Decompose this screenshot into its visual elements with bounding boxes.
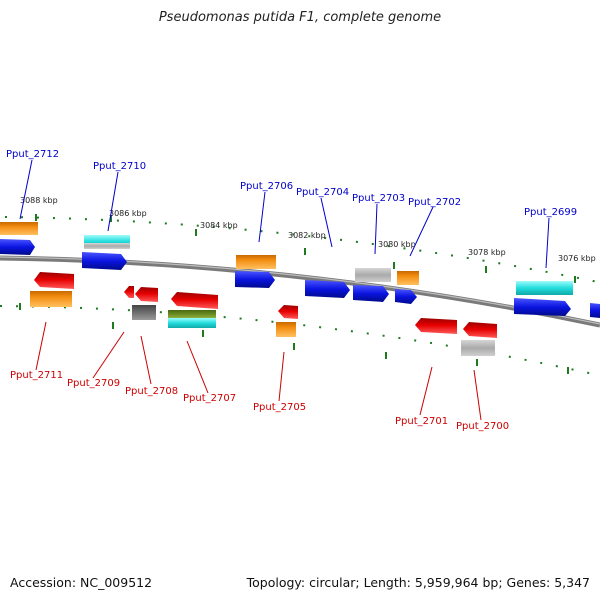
gene-label-pput-2704[interactable]: Pput_2704 [296, 187, 349, 198]
feature-red-arrow[interactable] [171, 292, 218, 309]
ruler-label-3088: 3088 kbp [20, 196, 58, 205]
ruler-reverse-dots [0, 305, 599, 376]
ruler-label-3082: 3082 kbp [288, 231, 326, 240]
gene-label-pput-2709[interactable]: Pput_2709 [67, 378, 120, 389]
gene-label-pput-2707[interactable]: Pput_2707 [183, 393, 236, 404]
feature-orange[interactable] [397, 271, 419, 285]
feature-orange[interactable] [276, 322, 296, 337]
feature-olive[interactable] [168, 310, 216, 319]
feature-cyan[interactable] [516, 281, 573, 295]
gene-label-pput-2712[interactable]: Pput_2712 [6, 149, 59, 160]
topology-summary: Topology: circular; Length: 5,959,964 bp… [246, 575, 590, 590]
gene-label-pput-2705[interactable]: Pput_2705 [253, 402, 306, 413]
feature-blue-arrow[interactable] [235, 271, 275, 288]
ruler-reverse-major-ticks [19, 303, 569, 374]
gene-label-pput-2702[interactable]: Pput_2702 [408, 197, 461, 208]
ruler-label-3080: 3080 kbp [378, 240, 416, 249]
feature-blue-arrow[interactable] [353, 285, 389, 302]
feature-red-arrow[interactable] [463, 322, 497, 338]
feature-red-arrow[interactable] [34, 272, 74, 289]
reverse-gene-labels: Pput_2711 Pput_2709 Pput_2708 Pput_2707 … [10, 370, 509, 432]
feature-gray[interactable] [355, 268, 391, 282]
gene-label-pput-2711[interactable]: Pput_2711 [10, 370, 63, 381]
feature-blue-arrow[interactable] [395, 289, 417, 304]
gene-label-pput-2699[interactable]: Pput_2699 [524, 207, 577, 218]
feature-blue-arrow[interactable] [590, 303, 600, 318]
ruler-forward-dots [4, 216, 599, 283]
feature-orange[interactable] [0, 222, 38, 235]
feature-blue-arrow[interactable] [514, 298, 571, 316]
reverse-label-lines [35, 321, 482, 421]
gene-label-pput-2700[interactable]: Pput_2700 [456, 421, 509, 432]
gene-label-pput-2706[interactable]: Pput_2706 [240, 181, 293, 192]
gene-label-pput-2710[interactable]: Pput_2710 [93, 161, 146, 172]
forward-features [0, 222, 600, 318]
forward-label-lines [19, 159, 550, 269]
feature-blue-arrow[interactable] [0, 239, 35, 255]
genome-title: Pseudomonas putida F1, complete genome [158, 10, 442, 25]
feature-red-arrow[interactable] [135, 287, 158, 302]
ruler-label-3076: 3076 kbp [558, 254, 596, 263]
feature-red-arrow[interactable] [415, 318, 457, 334]
feature-gray[interactable] [461, 340, 495, 356]
reverse-features [30, 272, 497, 356]
feature-darkgray[interactable] [132, 305, 156, 320]
ruler-forward-major-ticks [35, 214, 576, 283]
ruler-label-3084: 3084 kbp [200, 221, 238, 230]
forward-gene-labels: Pput_2712 Pput_2710 Pput_2706 Pput_2704 … [6, 149, 577, 218]
gene-label-pput-2708[interactable]: Pput_2708 [125, 386, 178, 397]
feature-orange[interactable] [236, 255, 276, 269]
feature-red-arrow[interactable] [278, 305, 298, 319]
feature-blue-arrow[interactable] [305, 280, 350, 298]
feature-gray[interactable] [84, 243, 130, 249]
ruler-label-3086: 3086 kbp [109, 209, 147, 218]
accession-text: Accession: NC_009512 [10, 575, 153, 590]
feature-orange[interactable] [30, 291, 72, 307]
gene-label-pput-2703[interactable]: Pput_2703 [352, 193, 405, 204]
feature-blue-arrow[interactable] [82, 252, 127, 270]
ruler-label-3078: 3078 kbp [468, 248, 506, 257]
feature-cyan[interactable] [168, 318, 216, 328]
feature-red-arrow[interactable] [124, 286, 134, 298]
gene-label-pput-2701[interactable]: Pput_2701 [395, 416, 448, 427]
